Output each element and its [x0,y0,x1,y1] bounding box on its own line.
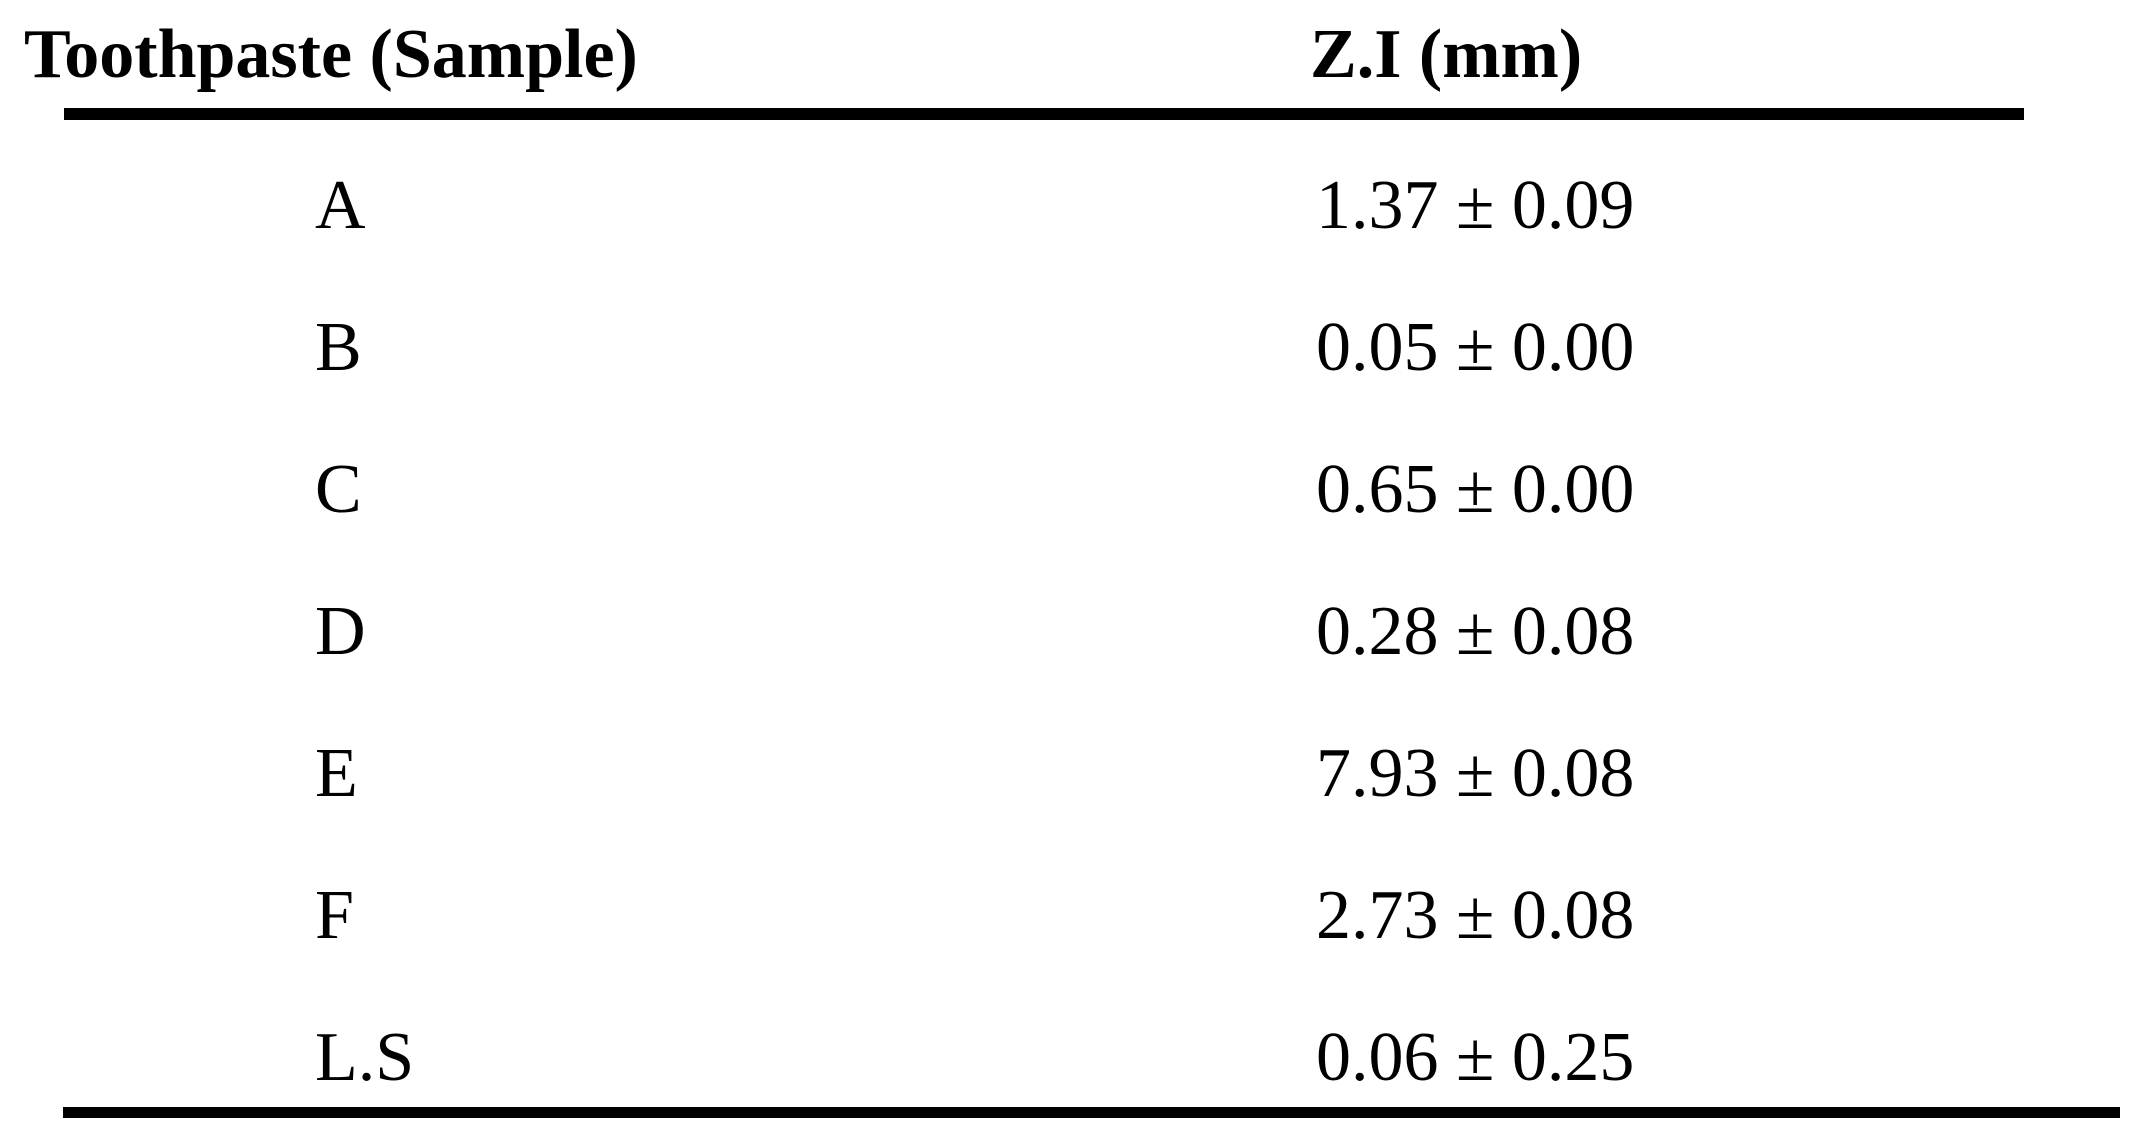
sample-cell: E [315,735,358,812]
sample-cell: C [315,451,362,528]
zi-value-cell: 0.05 ± 0.00 [1316,309,1635,386]
table-row: A 1.37 ± 0.09 [0,171,2139,251]
zi-value-cell: 7.93 ± 0.08 [1316,735,1635,812]
table-row: B 0.05 ± 0.00 [0,313,2139,393]
zi-value-cell: 0.65 ± 0.00 [1316,451,1635,528]
sample-cell: B [315,309,362,386]
zi-value-cell: 1.37 ± 0.09 [1316,167,1635,244]
column-header-zi: Z.I (mm) [1310,16,1583,93]
sample-cell: D [315,593,366,670]
header-rule [64,108,2024,120]
zi-value-cell: 2.73 ± 0.08 [1316,877,1635,954]
zi-value-cell: 0.28 ± 0.08 [1316,593,1635,670]
table-row: F 2.73 ± 0.08 [0,881,2139,961]
footer-rule [63,1107,2120,1118]
column-header-sample: Toothpaste (Sample) [24,16,638,93]
table-row: L.S 0.06 ± 0.25 [0,1023,2139,1103]
sample-cell: F [315,877,354,954]
table-row: E 7.93 ± 0.08 [0,739,2139,819]
sample-cell: L.S [315,1019,415,1096]
zi-value-cell: 0.06 ± 0.25 [1316,1019,1635,1096]
sample-cell: A [315,167,366,244]
table-row: C 0.65 ± 0.00 [0,455,2139,535]
table-row: D 0.28 ± 0.08 [0,597,2139,677]
